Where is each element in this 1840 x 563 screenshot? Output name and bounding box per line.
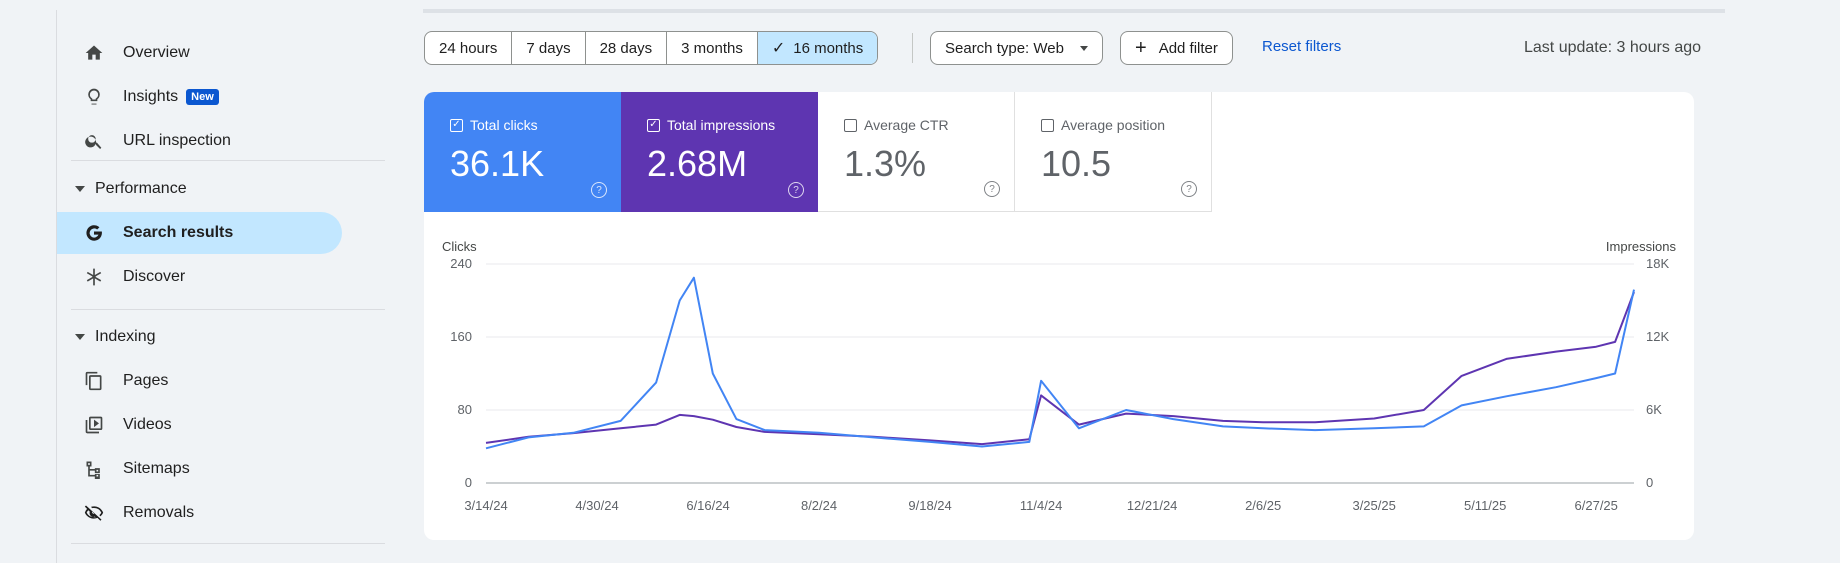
metric-average-ctr[interactable]: Average CTR 1.3% ? — [818, 92, 1015, 212]
checkbox-unchecked-icon[interactable] — [844, 118, 857, 132]
asterisk-icon — [83, 266, 105, 288]
metric-value: 1.3% — [844, 143, 927, 184]
date-range-16-months[interactable]: ✓ 16 months — [757, 32, 878, 64]
impressions-line — [485, 291, 1635, 446]
caret-down-icon — [75, 186, 85, 192]
y-tick-left: 80 — [458, 402, 472, 417]
y-tick-left: 240 — [450, 256, 472, 271]
x-tick: 2/6/25 — [1245, 498, 1281, 513]
sidebar-item-label: Discover — [123, 268, 186, 285]
caret-down-icon — [75, 334, 85, 340]
sidebar-divider — [71, 543, 385, 544]
x-tick: 6/27/25 — [1575, 498, 1618, 513]
metric-value: 10.5 — [1041, 143, 1112, 184]
search-type-dropdown[interactable]: Search type: Web — [930, 31, 1103, 65]
sidebar-item-pages[interactable]: Pages — [57, 360, 342, 402]
x-tick: 6/16/24 — [686, 498, 729, 513]
help-icon[interactable]: ? — [788, 182, 804, 198]
toolbar-divider — [912, 33, 913, 63]
y-tick-right: 6K — [1646, 402, 1662, 417]
metric-value: 2.68M — [647, 143, 748, 184]
eye-off-icon — [83, 502, 105, 524]
sidebar-item-discover[interactable]: Discover — [57, 256, 342, 298]
last-update-text: Last update: 3 hours ago — [1524, 39, 1702, 56]
date-range-selector: 24 hours 7 days 28 days 3 months ✓ 16 mo… — [424, 31, 879, 65]
y-tick-left: 160 — [450, 329, 472, 344]
date-range-28-days[interactable]: 28 days — [586, 32, 668, 64]
x-tick: 11/4/24 — [1020, 498, 1062, 513]
sidebar-item-label: Overview — [123, 44, 190, 61]
section-label: Indexing — [95, 328, 156, 345]
metric-average-position[interactable]: Average position 10.5 ? — [1015, 92, 1212, 212]
section-indexing[interactable]: Indexing — [75, 322, 156, 352]
sidebar-divider — [71, 309, 385, 310]
sidebar-item-label: Videos — [123, 416, 172, 433]
sidebar-item-label: Sitemaps — [123, 460, 190, 477]
date-range-7-days[interactable]: 7 days — [512, 32, 586, 64]
sidebar-item-label: Insights — [123, 88, 179, 105]
sidebar-item-removals[interactable]: Removals — [57, 492, 342, 534]
sidebar-item-label: URL inspection — [123, 132, 231, 149]
dropdown-arrow-icon — [1079, 45, 1088, 51]
y-axis-right-label: Impressions — [1606, 239, 1677, 254]
checkmark-icon: ✓ — [771, 40, 786, 57]
metric-total-clicks[interactable]: ✓ Total clicks 36.1K ? — [424, 92, 621, 212]
x-tick: 3/25/25 — [1352, 498, 1395, 513]
checkbox-unchecked-icon[interactable] — [1041, 118, 1054, 132]
clicks-line — [485, 276, 1635, 450]
date-range-24-hours[interactable]: 24 hours — [425, 32, 513, 64]
x-tick: 9/18/24 — [908, 498, 951, 513]
home-icon — [83, 42, 105, 64]
lightbulb-icon — [83, 86, 105, 108]
search-icon — [83, 130, 105, 152]
y-tick-right: 0 — [1646, 475, 1653, 490]
sidebar-item-label: Removals — [123, 504, 195, 521]
videos-icon — [83, 414, 105, 436]
date-range-3-months[interactable]: 3 months — [667, 32, 758, 64]
y-tick-right: 18K — [1646, 256, 1669, 271]
y-tick-right: 12K — [1646, 329, 1669, 344]
sidebar-item-search-results[interactable]: Search results — [57, 212, 342, 254]
checkbox-checked-icon[interactable]: ✓ — [647, 118, 660, 132]
sidebar-item-label: Search results — [123, 224, 234, 241]
sidebar-item-overview[interactable]: Overview — [57, 32, 342, 74]
checkbox-checked-icon[interactable]: ✓ — [450, 118, 463, 132]
y-axis-left-label: Clicks — [442, 239, 477, 254]
performance-card: ✓ Total clicks 36.1K ? ✓ Total impressions… — [424, 92, 1694, 540]
x-tick: 5/11/25 — [1464, 498, 1506, 513]
header-strip — [423, 9, 1725, 13]
sidebar-item-label: Pages — [123, 372, 169, 389]
metric-total-impressions[interactable]: ✓ Total impressions 2.68M ? — [621, 92, 818, 212]
help-icon[interactable]: ? — [1181, 181, 1197, 197]
help-icon[interactable]: ? — [591, 182, 607, 198]
sidebar: Overview Insights New URL inspection Per… — [56, 10, 385, 563]
google-g-icon — [83, 222, 105, 244]
plus-icon: + — [1135, 37, 1147, 59]
pages-icon — [83, 370, 105, 392]
sitemap-icon — [83, 458, 105, 480]
section-performance[interactable]: Performance — [75, 174, 187, 204]
y-tick-left: 0 — [465, 475, 472, 490]
sidebar-item-videos[interactable]: Videos — [57, 404, 342, 446]
sidebar-item-insights[interactable]: Insights New — [57, 76, 342, 118]
new-badge: New — [186, 89, 219, 105]
add-filter-button[interactable]: + Add filter — [1120, 31, 1233, 65]
metric-value: 36.1K — [450, 143, 545, 184]
sidebar-item-url-inspection[interactable]: URL inspection — [57, 120, 342, 162]
section-label: Performance — [95, 180, 187, 197]
x-tick: 12/21/24 — [1127, 498, 1178, 513]
sidebar-divider — [71, 160, 385, 161]
sidebar-item-sitemaps[interactable]: Sitemaps — [57, 448, 342, 490]
reset-filters-link[interactable]: Reset filters — [1262, 38, 1342, 55]
x-tick: 8/2/24 — [801, 498, 837, 513]
x-tick: 4/30/24 — [575, 498, 618, 513]
help-icon[interactable]: ? — [984, 181, 1000, 197]
x-tick: 3/14/24 — [464, 498, 507, 513]
